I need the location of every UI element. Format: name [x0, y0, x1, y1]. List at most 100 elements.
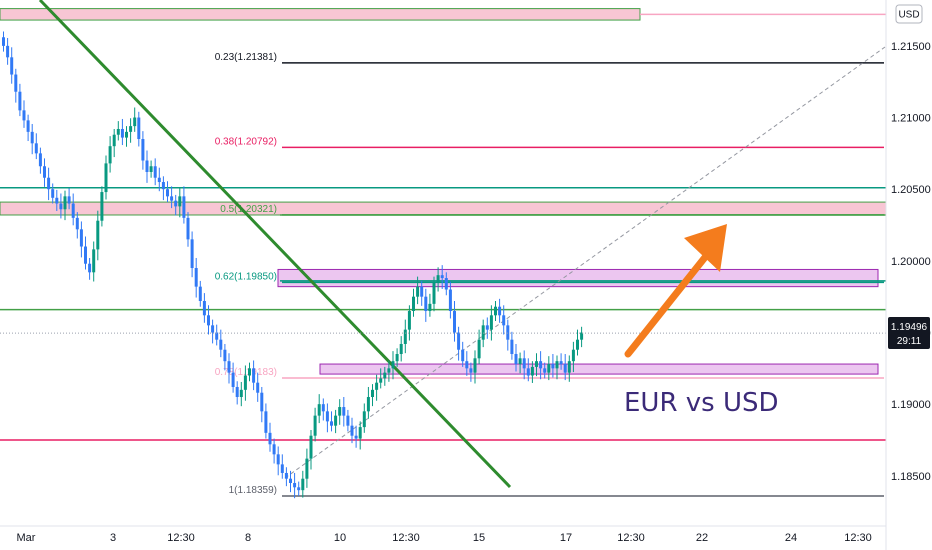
upward-arrow[interactable]: [624, 224, 727, 358]
candle-body: [502, 315, 506, 326]
fib-level-label: 0.23(1.21381): [215, 52, 277, 63]
candle-body: [354, 435, 358, 439]
candle-body: [2, 37, 5, 46]
time-axis[interactable]: Mar 3 12:30 8 10 12:30 15 17 12:30 22 24 12:30: [17, 532, 872, 544]
candle-body: [219, 339, 223, 350]
currency-badge[interactable]: USD: [895, 4, 923, 24]
candle-body: [494, 306, 497, 316]
fib-level-label: 0.62(1.19850): [215, 271, 277, 282]
candle-body: [547, 364, 551, 373]
price-zone[interactable]: [0, 201, 887, 216]
candle-body: [211, 325, 215, 333]
candle-body: [120, 128, 124, 138]
candle-body: [305, 458, 309, 479]
time-tick-label: 22: [696, 532, 708, 544]
candle-body: [170, 196, 174, 201]
candle-body: [403, 329, 407, 344]
time-tick-label: 10: [334, 532, 346, 544]
candle-body: [330, 421, 333, 426]
downtrend-line[interactable]: [38, 0, 512, 489]
candle-body: [100, 192, 104, 221]
candle-body: [444, 278, 448, 290]
candle-body: [182, 196, 186, 218]
candle-body: [399, 343, 403, 355]
price-zone[interactable]: [319, 363, 879, 375]
candle-body: [202, 300, 206, 316]
fib-level-label: 0.5(1.20321): [220, 204, 277, 215]
candle-body: [96, 220, 100, 250]
price-zone[interactable]: [0, 8, 641, 21]
price-tick-label: 1.19000: [891, 399, 931, 411]
candle-body: [338, 407, 342, 416]
candle-body: [448, 289, 452, 312]
candle-body: [252, 368, 256, 383]
pair-annotation[interactable]: EUR vs USD: [624, 388, 779, 418]
currency-label: USD: [898, 10, 919, 21]
candle-body: [63, 196, 67, 210]
last-price-badge-box: [888, 317, 930, 349]
candle-body: [264, 411, 268, 433]
candle-body: [350, 425, 354, 436]
candle-body: [395, 354, 399, 362]
candle-body: [198, 286, 202, 301]
candle-body: [157, 177, 161, 183]
fib-level-label: 0.38(1.20792): [215, 136, 277, 147]
candle-body: [412, 296, 415, 312]
candle-body: [92, 249, 96, 273]
candle-body: [535, 361, 538, 367]
candle-body: [268, 432, 272, 445]
candle-body: [248, 368, 251, 376]
time-tick-label: 24: [785, 532, 797, 544]
candle-body: [223, 349, 227, 362]
candle-body: [194, 268, 198, 287]
candle-body: [166, 189, 169, 197]
time-tick-label: 15: [473, 532, 485, 544]
arrow-head: [684, 224, 727, 272]
time-tick-label: 12:30: [844, 532, 872, 544]
candle-body: [38, 153, 42, 167]
candle-body: [358, 427, 362, 439]
candle-body: [346, 415, 350, 426]
candle-body: [153, 166, 157, 178]
candle-body: [571, 349, 575, 362]
candle-body: [125, 131, 128, 138]
time-tick-label: 12:30: [617, 532, 645, 544]
candle-body: [104, 163, 108, 193]
candle-body: [317, 404, 321, 416]
candle-body: [371, 389, 374, 398]
candle-body: [342, 407, 346, 416]
price-tick-label: 1.18500: [891, 471, 931, 483]
price-tick-label: 1.20000: [891, 256, 931, 268]
candle-body: [567, 361, 571, 373]
price-zone[interactable]: [277, 268, 879, 288]
candle-body: [79, 229, 83, 247]
candle-body: [383, 372, 387, 379]
candle-body: [543, 368, 547, 373]
candle-body: [366, 397, 370, 412]
candle-body: [289, 478, 292, 484]
candle-body: [51, 189, 55, 198]
candle-body: [149, 166, 153, 172]
candle-body: [231, 372, 235, 387]
candle-body: [321, 404, 325, 412]
candle-body: [26, 120, 30, 132]
candle-body: [518, 358, 522, 365]
candle-body: [375, 382, 379, 390]
candle-body: [47, 177, 51, 190]
candle-body: [473, 358, 477, 373]
candle-body: [186, 217, 190, 240]
candle-body: [133, 117, 137, 127]
candle-body: [407, 311, 411, 330]
candle-body: [141, 139, 145, 161]
time-tick-label: Mar: [17, 532, 36, 544]
candle-body: [112, 134, 116, 147]
candle-body: [59, 203, 63, 210]
candle-body: [387, 368, 391, 373]
candle-body: [498, 306, 502, 316]
last-price-value: 1.19496: [891, 322, 928, 333]
candle-body: [178, 196, 182, 207]
price-tick-label: 1.21000: [891, 113, 931, 125]
candle-body: [555, 361, 559, 369]
candle-body: [30, 131, 34, 144]
